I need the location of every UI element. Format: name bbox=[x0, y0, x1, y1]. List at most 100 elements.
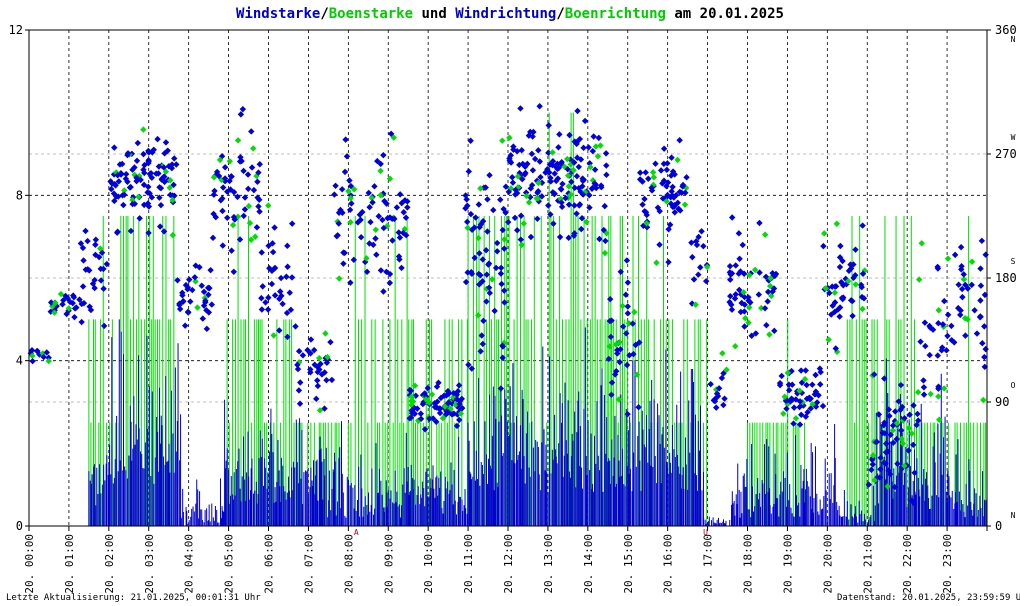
direction-point bbox=[400, 209, 407, 216]
gust-direction-point bbox=[594, 153, 602, 160]
direction-point bbox=[371, 183, 378, 190]
direction-point bbox=[616, 358, 623, 366]
direction-point bbox=[295, 387, 303, 394]
direction-point bbox=[386, 270, 394, 278]
direction-point bbox=[161, 150, 168, 157]
direction-point bbox=[92, 241, 99, 248]
direction-point bbox=[234, 193, 241, 201]
direction-point bbox=[764, 288, 772, 296]
direction-point bbox=[156, 184, 163, 191]
direction-point bbox=[968, 281, 975, 289]
direction-point bbox=[433, 383, 441, 390]
gust-direction-point bbox=[746, 271, 753, 279]
direction-point bbox=[938, 347, 945, 354]
direction-point bbox=[395, 229, 402, 236]
direction-point bbox=[897, 406, 904, 414]
direction-point bbox=[639, 201, 646, 208]
gust-direction-point bbox=[245, 202, 253, 210]
gust-direction-point bbox=[250, 145, 257, 152]
direction-point bbox=[977, 297, 984, 304]
direction-point bbox=[278, 292, 285, 300]
direction-point bbox=[346, 177, 353, 184]
gust-direction-point bbox=[745, 319, 752, 326]
direction-point bbox=[611, 371, 619, 378]
direction-point bbox=[978, 237, 986, 245]
gust-direction-point bbox=[968, 258, 976, 265]
direction-point bbox=[566, 131, 573, 139]
direction-point bbox=[372, 235, 379, 242]
direction-point bbox=[179, 298, 187, 306]
direction-point bbox=[939, 321, 947, 328]
direction-point bbox=[219, 242, 226, 249]
direction-point bbox=[700, 242, 707, 250]
direction-point bbox=[538, 179, 546, 186]
direction-point bbox=[920, 391, 928, 398]
direction-point bbox=[981, 363, 988, 371]
gust-direction-point bbox=[162, 168, 170, 175]
direction-point bbox=[720, 370, 727, 377]
gust-direction-point bbox=[908, 430, 915, 437]
direction-point bbox=[806, 394, 813, 401]
direction-point bbox=[735, 270, 743, 277]
direction-point bbox=[347, 182, 355, 190]
direction-point bbox=[741, 293, 748, 301]
direction-point bbox=[669, 168, 677, 175]
gust-direction-point bbox=[980, 396, 987, 404]
direction-point bbox=[310, 346, 318, 354]
direction-point bbox=[114, 171, 121, 179]
direction-point bbox=[115, 178, 123, 185]
direction-point bbox=[798, 389, 806, 397]
direction-point bbox=[881, 375, 888, 382]
direction-point bbox=[307, 369, 314, 376]
direction-point bbox=[764, 298, 771, 305]
direction-point bbox=[785, 381, 793, 388]
speed-bars bbox=[88, 319, 988, 526]
direction-point bbox=[339, 209, 346, 216]
direction-point bbox=[652, 160, 659, 167]
x-tick-label: 20. 10:00 bbox=[422, 534, 435, 594]
gust-direction-point bbox=[935, 393, 942, 400]
title-sep1: / bbox=[320, 6, 328, 22]
direction-point bbox=[859, 270, 867, 277]
direction-point bbox=[675, 205, 682, 213]
direction-point bbox=[580, 144, 587, 152]
direction-point bbox=[86, 303, 93, 310]
direction-point bbox=[141, 161, 148, 169]
direction-point bbox=[283, 273, 290, 280]
direction-point bbox=[898, 427, 905, 434]
direction-point bbox=[664, 160, 671, 167]
x-tick-label: 20. 08:00 bbox=[342, 534, 355, 594]
direction-point bbox=[788, 395, 795, 402]
direction-point bbox=[236, 236, 244, 243]
gust-direction-point bbox=[587, 163, 594, 171]
direction-point bbox=[752, 330, 760, 337]
direction-point bbox=[380, 151, 387, 159]
direction-point bbox=[551, 170, 558, 177]
gust-direction-point bbox=[377, 167, 384, 175]
direction-point bbox=[240, 212, 247, 220]
direction-point bbox=[782, 397, 790, 404]
direction-point bbox=[442, 411, 450, 418]
direction-point bbox=[951, 251, 959, 259]
direction-point bbox=[695, 233, 702, 241]
gust-direction-point bbox=[514, 184, 522, 191]
direction-point bbox=[375, 213, 382, 220]
direction-point bbox=[538, 193, 546, 200]
direction-point bbox=[350, 256, 358, 264]
direction-point bbox=[140, 150, 147, 158]
direction-point bbox=[91, 284, 98, 292]
direction-point bbox=[248, 164, 256, 171]
direction-point bbox=[129, 166, 136, 173]
direction-point bbox=[728, 306, 736, 313]
direction-point bbox=[565, 190, 572, 197]
direction-point bbox=[549, 189, 557, 196]
x-tick-label: 20. 15:00 bbox=[622, 534, 635, 594]
gust-direction-point bbox=[52, 299, 59, 307]
direction-point bbox=[335, 209, 343, 216]
direction-point bbox=[370, 241, 377, 249]
direction-point bbox=[250, 186, 258, 194]
direction-letter: O bbox=[1011, 381, 1016, 390]
direction-point bbox=[574, 107, 581, 115]
direction-point bbox=[929, 326, 937, 333]
gust-direction-point bbox=[723, 366, 730, 373]
